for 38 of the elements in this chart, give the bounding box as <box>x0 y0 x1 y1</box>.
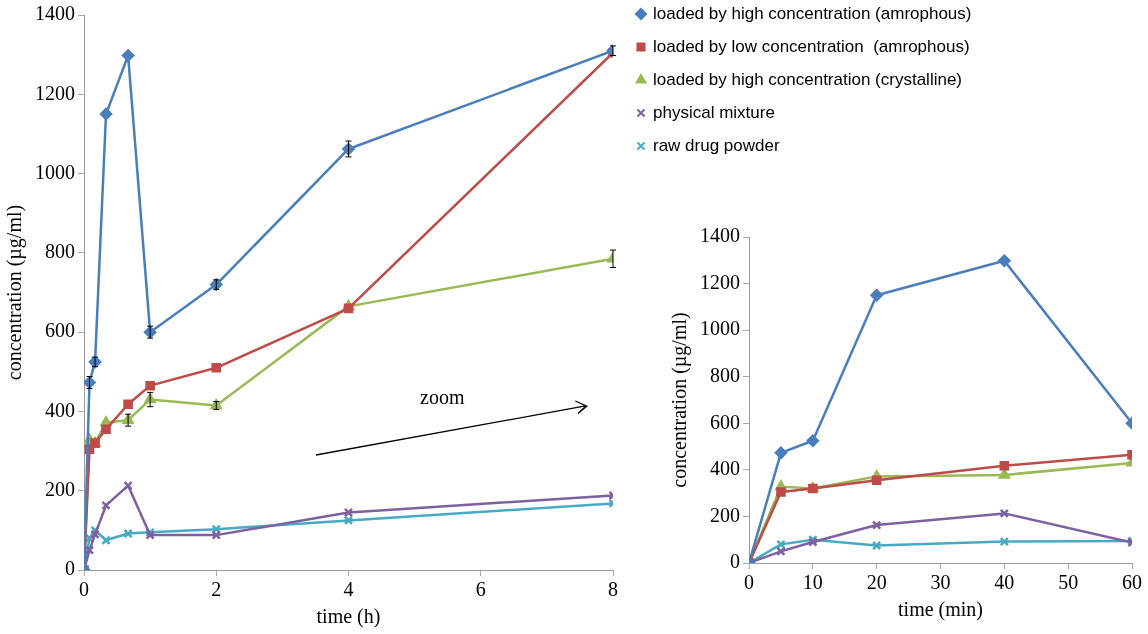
x-tick-label: 0 <box>744 571 754 594</box>
x-axis-title: time (h) <box>316 605 381 629</box>
x-tick-label: 6 <box>475 578 486 601</box>
y-tick-label: 1400 <box>700 224 740 247</box>
y-tick-label: 200 <box>710 503 740 526</box>
x-tick-label: 30 <box>930 571 951 594</box>
y-tick-label: 0 <box>65 557 75 580</box>
y-tick-label: 1200 <box>700 270 740 293</box>
y-axis-title: concentration (µg/ml) <box>3 204 27 381</box>
y-tick-label: 800 <box>45 240 75 263</box>
x-tick-label: 2 <box>211 578 222 601</box>
y-axis-title: concentration (µg/ml) <box>668 312 692 488</box>
legend-label: physical mixture <box>653 102 775 122</box>
y-tick-label: 400 <box>710 457 740 480</box>
legend-label: raw drug powder <box>653 135 780 155</box>
x-tick-label: 20 <box>866 571 887 594</box>
y-tick-label: 600 <box>45 319 75 342</box>
y-tick-label: 1000 <box>700 317 740 340</box>
x-tick-label: 60 <box>1122 571 1142 594</box>
y-tick-label: 800 <box>710 363 740 386</box>
x-axis-title: time (min) <box>898 598 983 622</box>
x-tick-label: 4 <box>343 578 354 601</box>
y-tick-label: 200 <box>45 477 75 500</box>
x-tick-label: 40 <box>994 571 1015 594</box>
legend-label: loaded by low concentration (amrophous) <box>653 36 970 56</box>
y-tick-label: 1000 <box>35 160 75 183</box>
y-tick-label: 1200 <box>35 81 75 104</box>
y-tick-label: 0 <box>730 550 740 573</box>
legend-label: loaded by high concentration (amrophous) <box>653 3 972 23</box>
y-tick-label: 1400 <box>35 2 75 25</box>
x-tick-label: 0 <box>79 578 89 601</box>
y-tick-label: 400 <box>45 398 75 421</box>
annotation: zoom <box>420 386 465 409</box>
legend-label: loaded by high concentration (crystalline) <box>653 69 963 89</box>
x-tick-label: 10 <box>802 571 823 594</box>
x-tick-label: 50 <box>1058 571 1079 594</box>
x-tick-label: 8 <box>608 578 618 601</box>
y-tick-label: 600 <box>710 410 740 433</box>
